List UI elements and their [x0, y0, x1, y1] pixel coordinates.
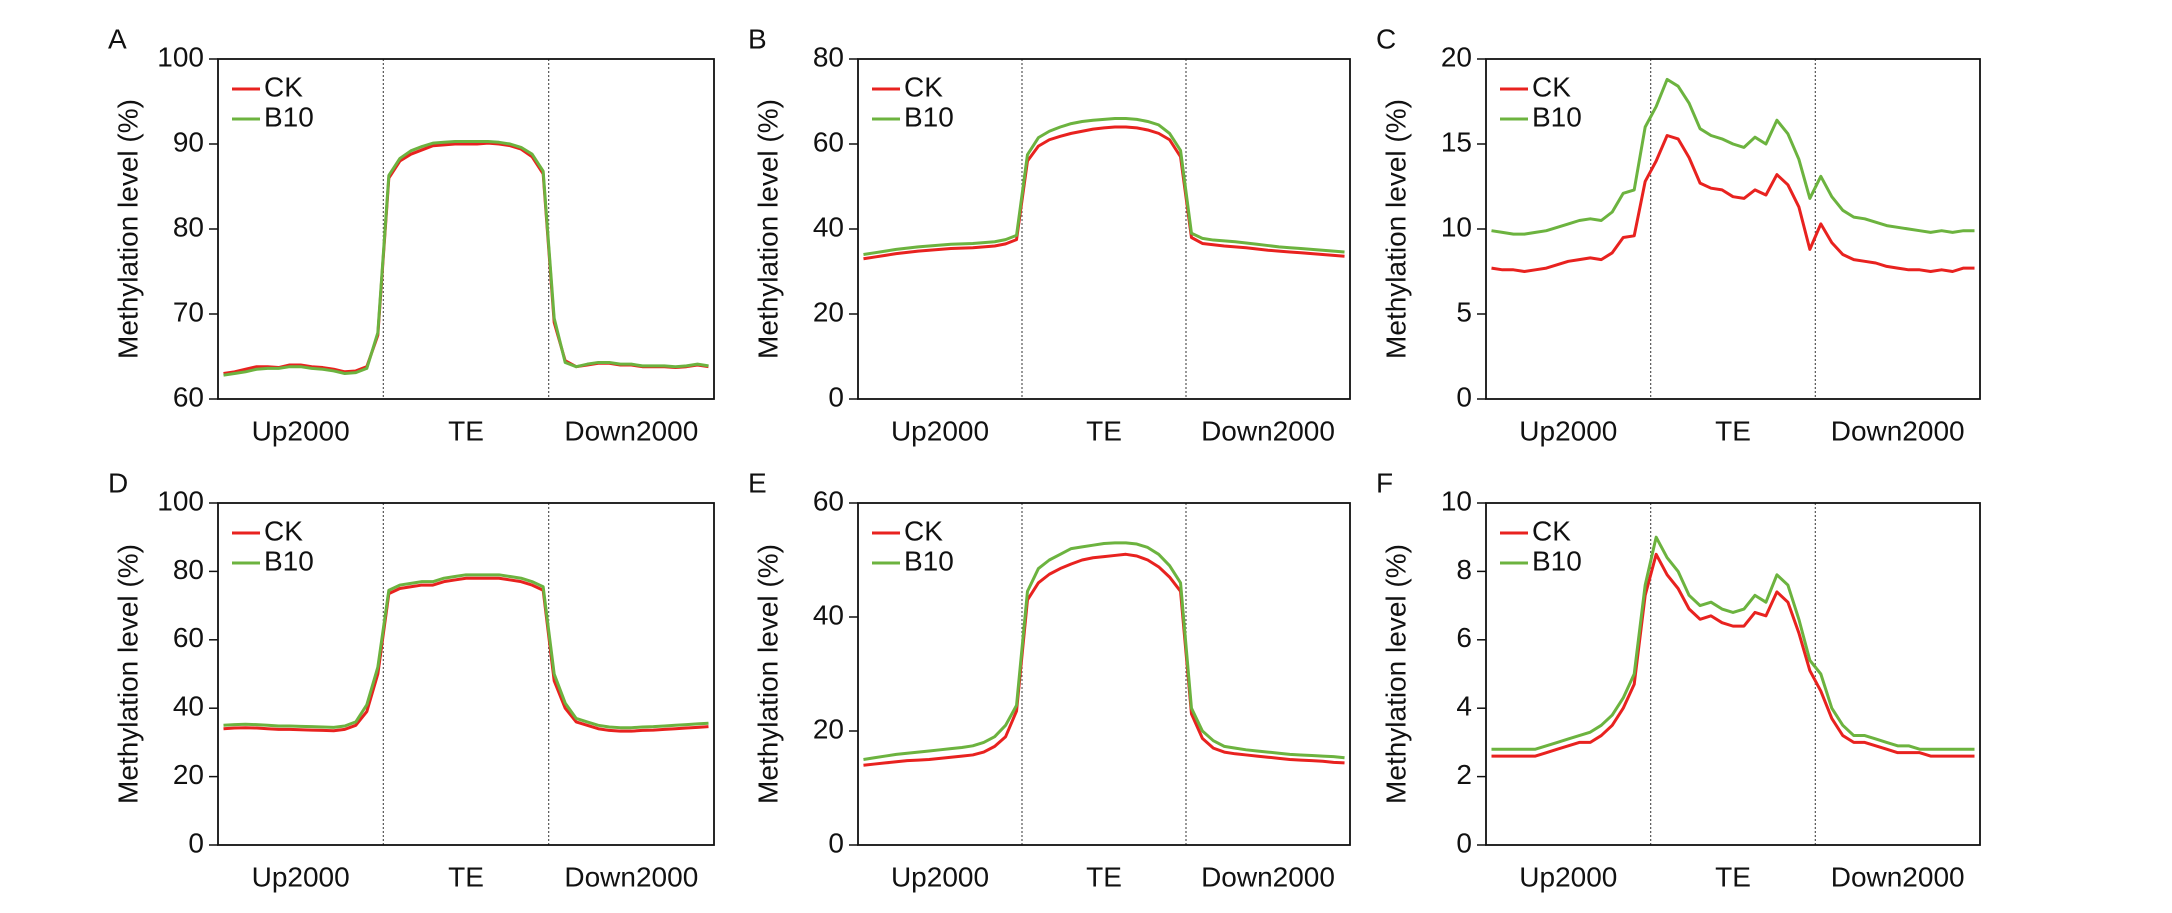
legend-label: CK — [1532, 71, 1571, 102]
y-tick-label: 20 — [813, 296, 844, 327]
series-line — [1491, 77, 1975, 236]
y-tick-label: 0 — [828, 381, 844, 412]
y-tick-label: 80 — [813, 41, 844, 72]
legend-label: CK — [904, 515, 943, 546]
y-tick-label: 70 — [173, 296, 204, 327]
y-axis-label: Methylation level (%) — [1380, 544, 1411, 804]
region-label: TE — [1086, 415, 1122, 446]
y-axis-label: Methylation level (%) — [112, 99, 143, 359]
region-label: Down2000 — [564, 861, 698, 892]
y-tick-label: 40 — [813, 211, 844, 242]
series-line — [223, 573, 709, 730]
y-tick-label: 10 — [1441, 211, 1472, 242]
panel: F Methylation level (%) 0 2 4 6 8 10 Up2000 TE Dow… — [1376, 467, 1981, 892]
y-tick-label: 40 — [813, 599, 844, 630]
region-label: Down2000 — [564, 415, 698, 446]
series-line — [863, 541, 1345, 761]
legend-label: B10 — [1532, 545, 1582, 576]
panel-label: A — [108, 23, 127, 54]
region-label: TE — [1715, 861, 1751, 892]
region-label: TE — [1715, 415, 1751, 446]
legend-label: B10 — [904, 101, 954, 132]
panel: B Methylation level (%) 0 20 40 60 80 Up2000 TE D… — [748, 23, 1351, 446]
series-line — [863, 125, 1345, 261]
y-tick-label: 100 — [157, 41, 204, 72]
y-tick-label: 0 — [828, 827, 844, 858]
region-label: Down2000 — [1831, 861, 1965, 892]
series-line — [863, 552, 1345, 767]
panel-label: F — [1376, 467, 1393, 498]
y-axis-label: Methylation level (%) — [1380, 99, 1411, 359]
region-label: Up2000 — [252, 415, 350, 446]
legend-label: CK — [264, 515, 303, 546]
y-tick-label: 20 — [813, 713, 844, 744]
series-line — [1491, 552, 1975, 758]
plot-frame — [1485, 58, 1981, 400]
legend-label: B10 — [1532, 101, 1582, 132]
region-label: Down2000 — [1831, 415, 1965, 446]
legend-label: CK — [264, 71, 303, 102]
series-line — [1491, 535, 1975, 751]
y-tick-label: 15 — [1441, 126, 1472, 157]
plot-frame — [857, 502, 1351, 846]
region-label: Up2000 — [1519, 861, 1617, 892]
y-tick-label: 80 — [173, 211, 204, 242]
panel: C Methylation level (%) 0 5 10 15 20 Up2000 TE Do… — [1376, 23, 1981, 446]
y-tick-label: 60 — [173, 622, 204, 653]
series-line — [863, 117, 1345, 256]
y-tick-label: 5 — [1456, 296, 1472, 327]
panel-label: B — [748, 23, 767, 54]
y-tick-label: 8 — [1456, 554, 1472, 585]
y-tick-label: 6 — [1456, 622, 1472, 653]
y-tick-label: 20 — [173, 759, 204, 790]
legend-label: B10 — [264, 545, 314, 576]
y-tick-label: 100 — [157, 485, 204, 516]
region-label: Up2000 — [891, 861, 989, 892]
region-label: TE — [448, 861, 484, 892]
plot-frame — [217, 58, 715, 400]
region-label: TE — [1086, 861, 1122, 892]
legend-label: B10 — [264, 101, 314, 132]
y-tick-label: 20 — [1441, 41, 1472, 72]
region-label: Up2000 — [252, 861, 350, 892]
panel-label: D — [108, 467, 128, 498]
y-tick-label: 10 — [1441, 485, 1472, 516]
series-line — [223, 139, 709, 377]
series-line — [223, 576, 709, 733]
legend-label: CK — [904, 71, 943, 102]
y-axis-label: Methylation level (%) — [112, 544, 143, 804]
region-label: Up2000 — [1519, 415, 1617, 446]
y-axis-label: Methylation level (%) — [752, 544, 783, 804]
y-tick-label: 4 — [1456, 691, 1472, 722]
y-tick-label: 80 — [173, 554, 204, 585]
y-tick-label: 0 — [1456, 827, 1472, 858]
region-label: Down2000 — [1201, 415, 1335, 446]
panel: E Methylation level (%) 0 20 40 60 Up2000 TE Dow… — [748, 467, 1351, 892]
y-axis-label: Methylation level (%) — [752, 99, 783, 359]
y-tick-label: 60 — [813, 126, 844, 157]
panel-label: E — [748, 467, 767, 498]
plot-frame — [857, 58, 1351, 400]
y-tick-label: 2 — [1456, 759, 1472, 790]
y-tick-label: 40 — [173, 691, 204, 722]
region-label: TE — [448, 415, 484, 446]
y-tick-label: 60 — [173, 381, 204, 412]
y-tick-label: 0 — [1456, 381, 1472, 412]
series-line — [1491, 134, 1975, 273]
series-line — [223, 141, 709, 375]
panel-label: C — [1376, 23, 1396, 54]
region-label: Up2000 — [891, 415, 989, 446]
region-label: Down2000 — [1201, 861, 1335, 892]
plot-frame — [1485, 502, 1981, 846]
legend-label: CK — [1532, 515, 1571, 546]
legend-label: B10 — [904, 545, 954, 576]
plot-frame — [217, 502, 715, 846]
panel: D Methylation level (%) 0 20 40 60 80 100 Up2000… — [108, 467, 715, 892]
y-tick-label: 60 — [813, 485, 844, 516]
panel: A Methylation level (%) 60 70 80 90 100 Up2000 T… — [108, 23, 715, 446]
y-tick-label: 0 — [188, 827, 204, 858]
y-tick-label: 90 — [173, 126, 204, 157]
